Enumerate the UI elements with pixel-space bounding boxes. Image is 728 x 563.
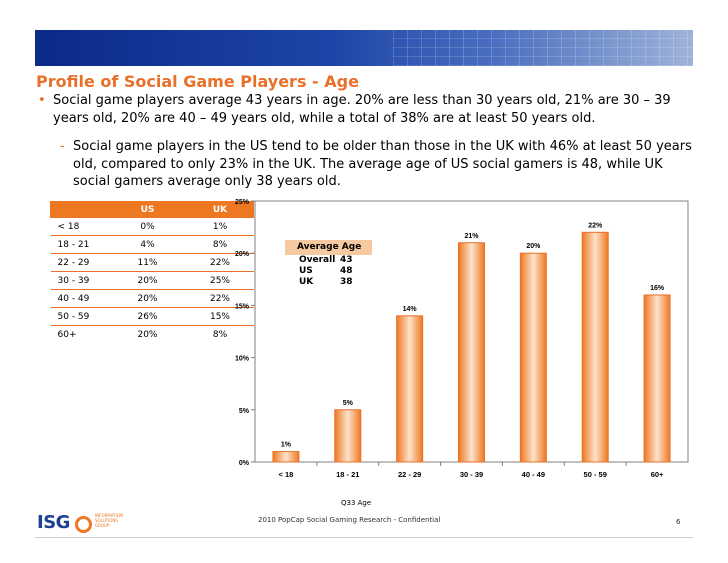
y-tick-label: 25% xyxy=(235,199,250,206)
banner-pattern xyxy=(393,30,693,66)
table-cell: 20% xyxy=(137,329,158,340)
logo-tagline: INFORMATION SOLUTIONS GROUP xyxy=(95,513,123,528)
y-axis: 0% 5% 10% 15% 20% 25% xyxy=(235,199,255,467)
bullet-1: • Social game players average 43 years in… xyxy=(38,92,698,127)
y-tick-label: 0% xyxy=(239,460,250,467)
table-row: 50 - 59 26% 15% xyxy=(50,307,254,326)
table-cell: 25% xyxy=(186,271,254,290)
table-header-empty xyxy=(50,201,109,218)
table-cell: 15% xyxy=(186,307,254,326)
sub-bullet-marker: - xyxy=(60,139,65,154)
table-cell: 8% xyxy=(212,329,228,340)
bar xyxy=(458,242,485,463)
logo-text: ISG xyxy=(37,512,70,533)
table-cell: 22 - 29 xyxy=(50,253,109,272)
average-age-value: 48 xyxy=(340,266,353,276)
x-tick-label: 60+ xyxy=(651,470,664,479)
table-cell: 20% xyxy=(108,289,187,308)
x-tick-label: 22 - 29 xyxy=(398,470,421,479)
isg-logo: ISG INFORMATION SOLUTIONS GROUP xyxy=(37,512,137,533)
average-age-box: Average Age Overall 43 US 48 UK 38 xyxy=(285,240,372,295)
table-cell: 4% xyxy=(108,235,187,254)
average-age-row: UK 38 xyxy=(285,277,372,288)
x-tick-label: 40 - 49 xyxy=(522,470,545,479)
logo-tagline-2: SOLUTIONS xyxy=(95,518,118,523)
logo-ring-icon xyxy=(75,516,92,533)
bars xyxy=(272,231,671,463)
table-header-row: US UK xyxy=(50,201,254,218)
bullet-1-text: Social game players average 43 years in … xyxy=(53,93,671,126)
bar-value-label: 1% xyxy=(281,442,292,449)
logo-tagline-3: GROUP xyxy=(95,523,110,528)
y-tick-label: 10% xyxy=(235,356,250,363)
x-tick-label: 30 - 39 xyxy=(460,470,483,479)
x-tick-label: 18 - 21 xyxy=(336,470,359,479)
table-cell: 22% xyxy=(186,253,254,272)
bullet-2-text: Social game players in the US tend to be… xyxy=(73,139,692,189)
bar-value-label: 14% xyxy=(403,306,418,313)
x-tick-label: < 18 xyxy=(279,470,294,479)
average-age-row: Overall 43 xyxy=(285,255,372,266)
table-cell: 20% xyxy=(108,271,187,290)
bar-value-label: 5% xyxy=(343,400,354,407)
table-cell: 60+ xyxy=(57,329,77,340)
bar-value-label: 21% xyxy=(464,233,479,240)
table-cell: < 18 xyxy=(50,217,109,236)
y-tick-label: 20% xyxy=(235,251,250,258)
bar xyxy=(581,231,609,463)
table-row: 22 - 29 11% 22% xyxy=(50,253,254,272)
table-header-uk: UK xyxy=(186,201,254,218)
x-axis-caption: Q33 Age xyxy=(341,499,372,507)
average-age-value: 38 xyxy=(340,277,353,287)
y-tick-label: 5% xyxy=(239,408,250,415)
table-cell: 11% xyxy=(108,253,187,272)
bar xyxy=(272,451,300,463)
average-age-label: US xyxy=(299,266,313,276)
table-cell: 0% xyxy=(108,217,187,236)
table-cell: 8% xyxy=(186,235,254,254)
footer-divider xyxy=(35,537,693,538)
bullet-2: - Social game players in the US tend to b… xyxy=(60,138,700,191)
footer-text: 2010 PopCap Social Gaming Research - Con… xyxy=(258,516,441,524)
table-cell: 18 - 21 xyxy=(50,235,109,254)
average-age-label: UK xyxy=(299,277,314,287)
average-age-title: Average Age xyxy=(285,240,372,255)
average-age-value: 43 xyxy=(340,255,353,265)
header-banner xyxy=(35,30,693,66)
average-age-row: US 48 xyxy=(285,266,372,277)
table-row: 18 - 21 4% 8% xyxy=(50,235,254,254)
table-row: < 18 0% 1% xyxy=(50,217,254,236)
table-row: 30 - 39 20% 25% xyxy=(50,271,254,290)
slide-title: Profile of Social Game Players - Age xyxy=(36,72,359,91)
table-cell: 26% xyxy=(108,307,187,326)
table-cell: 30 - 39 xyxy=(50,271,109,290)
table-cell: 50 - 59 xyxy=(50,307,109,326)
bar xyxy=(643,294,671,463)
bar-value-label: 22% xyxy=(588,222,603,229)
x-tick-label: 50 - 59 xyxy=(584,470,607,479)
logo-tagline-1: INFORMATION xyxy=(95,513,124,518)
bar xyxy=(334,409,362,463)
table-cell: 22% xyxy=(186,289,254,308)
data-labels: 1% 5% 14% 21% 20% 22% 16% xyxy=(281,222,665,448)
page-number: 6 xyxy=(676,518,681,526)
average-age-label: Overall xyxy=(299,255,336,265)
table-cell: 40 - 49 xyxy=(50,289,109,308)
y-tick-label: 15% xyxy=(235,303,250,310)
table-row: 60+ 20% 8% xyxy=(51,326,254,344)
x-axis: < 18 18 - 21 22 - 29 30 - 39 40 - 49 50 - 59 6… xyxy=(279,462,664,479)
bullet-marker: • xyxy=(38,93,46,108)
bar-value-label: 16% xyxy=(650,285,665,292)
bar xyxy=(519,252,547,463)
table-row: 40 - 49 20% 22% xyxy=(50,289,254,308)
bar-value-label: 20% xyxy=(526,243,541,250)
table-cell: 1% xyxy=(186,217,254,236)
age-table: US UK < 18 0% 1% 18 - 21 4% 8% 22 - 29 11% 22%… xyxy=(50,201,254,343)
table-header-us: US xyxy=(108,201,187,218)
bar xyxy=(396,315,424,463)
